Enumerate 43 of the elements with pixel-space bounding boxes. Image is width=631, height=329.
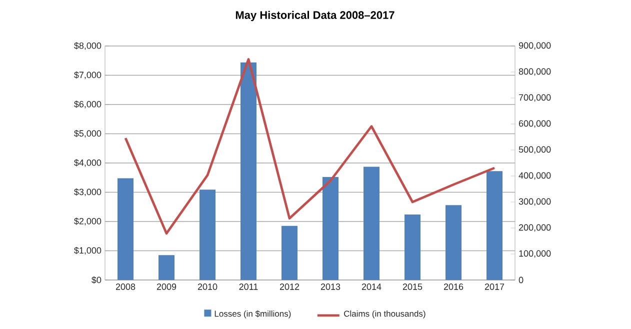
bar (200, 190, 216, 280)
y-tick-label: $2,000 (74, 218, 102, 226)
chart-title: May Historical Data 2008–2017 (236, 10, 394, 22)
x-tick-label: 2014 (362, 284, 382, 290)
y2-tick-label: 200,000 (519, 224, 551, 232)
y2-tick-label: 500,000 (518, 146, 551, 154)
y-tick-label: $1,000 (74, 246, 102, 255)
x-tick-label: 2012 (280, 284, 300, 290)
y-tick-label: $5,000 (74, 130, 102, 138)
x-tick-label: 2011 (239, 284, 258, 290)
y2-tick-label: 400,000 (518, 172, 551, 180)
legend-label: Claims (in thousands) (344, 310, 426, 318)
x-tick-label: 2017 (484, 284, 504, 290)
y-tick-label: $0 (92, 276, 102, 284)
y2-tick-label: 300,000 (518, 198, 551, 206)
bar (364, 166, 380, 280)
y-tick-label: $8,000 (74, 42, 102, 50)
bar (118, 178, 134, 280)
y2-tick-label: 700,000 (519, 94, 551, 102)
x-tick-label: 2008 (116, 284, 136, 290)
y-tick-label: $7,000 (74, 71, 102, 80)
y-tick-label: $3,000 (74, 188, 102, 196)
y2-tick-label: 0 (518, 276, 524, 284)
y2-tick-label: 900,000 (518, 42, 551, 50)
x-tick-label: 2013 (320, 284, 340, 290)
y-tick-label: $4,000 (74, 159, 102, 167)
x-tick-label: 2016 (444, 284, 464, 290)
x-tick-label: 2009 (156, 284, 176, 290)
x-tick-label: 2015 (402, 284, 422, 290)
y-tick-label: $6,000 (74, 100, 102, 108)
bar (404, 214, 421, 280)
y2-tick-label: 600,000 (519, 120, 551, 128)
y2-tick-label: 800,000 (518, 68, 551, 76)
bar (158, 255, 175, 280)
bar (486, 171, 503, 280)
bar (322, 177, 339, 280)
bar (240, 62, 257, 280)
x-tick-label: 2010 (198, 284, 218, 290)
legend-label: Losses (in $millions) (214, 310, 291, 318)
bar (446, 205, 462, 280)
line-series (124, 58, 496, 235)
y2-tick-label: 100,000 (519, 250, 551, 258)
bar (282, 226, 298, 280)
